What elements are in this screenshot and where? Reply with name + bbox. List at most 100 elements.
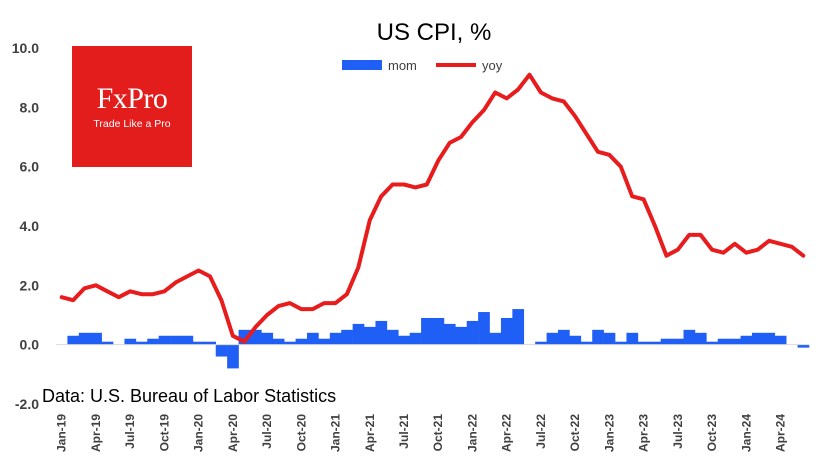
- mom-bar: [147, 338, 159, 345]
- x-tick-label: Apr-19: [89, 414, 103, 452]
- logo-tagline: Trade Like a Pro: [93, 118, 171, 130]
- mom-bar: [580, 341, 593, 345]
- y-tick-label: 8.0: [20, 99, 40, 115]
- mom-bar: [489, 332, 502, 345]
- mom-bar: [284, 341, 296, 345]
- x-tick-label: Apr-21: [363, 414, 377, 452]
- mom-bars: [67, 309, 810, 369]
- x-tick-label: Jan-23: [602, 414, 616, 452]
- mom-bar: [318, 338, 331, 345]
- x-tick-label: Apr-20: [226, 414, 240, 452]
- x-tick-label: Jul-20: [260, 414, 274, 449]
- mom-bar: [421, 317, 433, 345]
- x-tick-label: Jan-24: [739, 414, 753, 452]
- mom-bar: [101, 341, 114, 345]
- mom-bar: [512, 309, 525, 345]
- y-tick-label: 4.0: [20, 218, 40, 234]
- mom-bar: [729, 338, 741, 345]
- mom-bar: [637, 341, 650, 345]
- mom-bar: [694, 332, 707, 345]
- x-tick-label: Jan-22: [465, 414, 479, 452]
- mom-bar: [227, 344, 239, 369]
- mom-bar: [558, 329, 570, 345]
- legend-mom-swatch: [342, 60, 382, 70]
- yoy-line: [59, 72, 806, 344]
- mom-bar: [158, 335, 171, 345]
- x-tick-label: Jan-20: [192, 414, 206, 452]
- x-tick-label: Jul-23: [671, 414, 685, 449]
- mom-bar: [717, 338, 730, 345]
- mom-bar: [272, 338, 285, 345]
- x-tick-label: Oct-22: [568, 414, 582, 452]
- x-tick-label: Jan-21: [329, 414, 343, 452]
- y-tick-label: 10.0: [12, 40, 39, 56]
- mom-bar: [135, 341, 148, 345]
- mom-bar: [603, 332, 616, 345]
- mom-bar: [797, 344, 810, 348]
- mom-bar: [67, 335, 80, 345]
- x-tick-label: Jan-19: [55, 414, 69, 452]
- mom-bar: [443, 323, 456, 345]
- mom-bar: [592, 329, 604, 345]
- mom-bar: [386, 329, 399, 345]
- mom-bar: [170, 335, 182, 345]
- mom-bar: [409, 332, 422, 345]
- fxpro-logo: FxPro Trade Like a Pro: [72, 46, 192, 167]
- mom-bar: [295, 338, 308, 345]
- y-tick-label: 6.0: [20, 159, 40, 175]
- x-tick-label: Oct-23: [705, 414, 719, 452]
- x-tick-label: Jul-19: [123, 414, 137, 449]
- mom-bar: [204, 341, 217, 345]
- mom-bar: [307, 332, 319, 345]
- legend-yoy-label: yoy: [482, 58, 503, 73]
- mom-bar: [398, 335, 410, 345]
- mom-bar: [238, 329, 251, 345]
- legend: mom yoy: [342, 58, 503, 73]
- logo-brand: FxPro: [96, 82, 168, 115]
- mom-bar: [626, 332, 639, 345]
- legend-mom-label: mom: [388, 58, 417, 73]
- chart-title: US CPI, %: [377, 19, 492, 46]
- x-tick-label: Jul-22: [534, 414, 548, 449]
- y-tick-label: 0.0: [20, 337, 40, 353]
- mom-bar: [352, 323, 365, 345]
- mom-bar: [329, 332, 342, 345]
- mom-bar: [751, 332, 764, 345]
- mom-bar: [124, 338, 137, 345]
- x-tick-label: Apr-24: [774, 414, 788, 452]
- mom-bar: [78, 332, 91, 345]
- mom-bar: [466, 320, 479, 345]
- mom-bar: [375, 320, 388, 345]
- x-tick-label: Oct-19: [157, 414, 171, 452]
- mom-bar: [535, 341, 547, 345]
- mom-bar: [500, 317, 513, 345]
- mom-bar: [215, 344, 228, 357]
- mom-bar: [249, 329, 262, 345]
- mom-bar: [546, 332, 559, 345]
- mom-bar: [763, 332, 776, 345]
- source-note: Data: U.S. Bureau of Labor Statistics: [42, 386, 336, 406]
- mom-bar: [615, 341, 627, 345]
- x-tick-label: Oct-20: [294, 414, 308, 452]
- x-tick-label: Oct-21: [431, 414, 445, 452]
- mom-bar: [90, 332, 102, 345]
- y-tick-label: -2.0: [15, 396, 39, 412]
- mom-bar: [192, 341, 205, 345]
- x-tick-label: Apr-22: [500, 414, 514, 452]
- mom-bar: [774, 335, 787, 345]
- mom-bar: [740, 335, 753, 345]
- mom-bar: [455, 326, 468, 345]
- mom-bar: [683, 329, 696, 345]
- x-tick-label: Apr-23: [637, 414, 651, 452]
- mom-bar: [672, 338, 684, 345]
- x-axis: Jan-19 Apr-19 Jul-19 Oct-19 Jan-20 Apr-20 Jul-…: [55, 414, 788, 452]
- mom-bar: [569, 335, 582, 345]
- mom-bar: [261, 332, 274, 345]
- x-tick-label: Jul-21: [397, 414, 411, 449]
- mom-bar: [364, 326, 376, 345]
- mom-bar: [432, 317, 445, 345]
- mom-bar: [341, 329, 353, 345]
- mom-bar: [181, 335, 194, 345]
- mom-bar: [706, 341, 719, 345]
